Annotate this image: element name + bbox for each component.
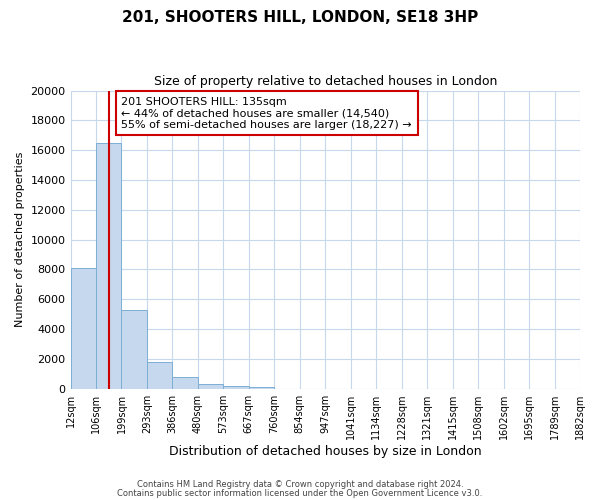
- Bar: [249, 387, 274, 388]
- Bar: [223, 386, 249, 388]
- Title: Size of property relative to detached houses in London: Size of property relative to detached ho…: [154, 75, 497, 88]
- X-axis label: Distribution of detached houses by size in London: Distribution of detached houses by size …: [169, 444, 482, 458]
- Text: Contains HM Land Registry data © Crown copyright and database right 2024.: Contains HM Land Registry data © Crown c…: [137, 480, 463, 489]
- Bar: [198, 384, 223, 388]
- Bar: [96, 142, 121, 388]
- Bar: [172, 378, 198, 388]
- Bar: [147, 362, 172, 388]
- Text: 201 SHOOTERS HILL: 135sqm
← 44% of detached houses are smaller (14,540)
55% of s: 201 SHOOTERS HILL: 135sqm ← 44% of detac…: [121, 96, 412, 130]
- Y-axis label: Number of detached properties: Number of detached properties: [15, 152, 25, 328]
- Bar: [71, 268, 96, 388]
- Bar: [121, 310, 147, 388]
- Text: Contains public sector information licensed under the Open Government Licence v3: Contains public sector information licen…: [118, 489, 482, 498]
- Text: 201, SHOOTERS HILL, LONDON, SE18 3HP: 201, SHOOTERS HILL, LONDON, SE18 3HP: [122, 10, 478, 25]
